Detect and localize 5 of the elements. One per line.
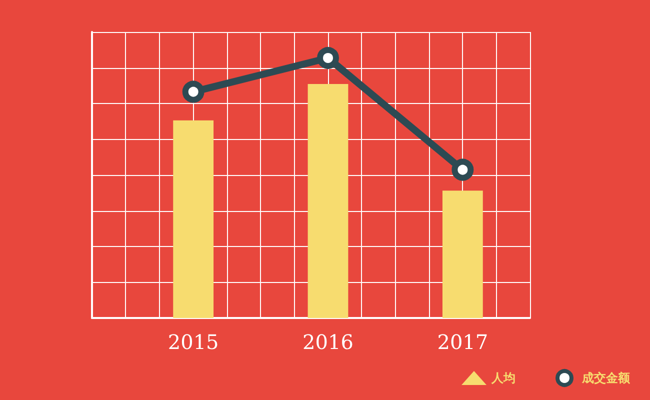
x-tick-label: 2016 xyxy=(302,330,354,354)
x-tick-label: 2015 xyxy=(168,330,219,354)
legend-label: 成交金额 xyxy=(581,371,631,385)
x-tick-label: 2017 xyxy=(437,330,488,354)
legend-label: 人均 xyxy=(490,371,516,385)
